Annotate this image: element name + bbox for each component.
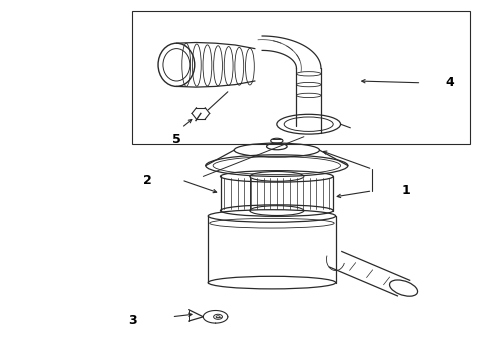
Text: 5: 5 <box>172 133 181 146</box>
Text: 1: 1 <box>402 184 411 197</box>
Text: 4: 4 <box>446 76 455 89</box>
Text: 2: 2 <box>143 174 152 186</box>
Text: 3: 3 <box>128 314 137 327</box>
Bar <box>132 11 470 144</box>
